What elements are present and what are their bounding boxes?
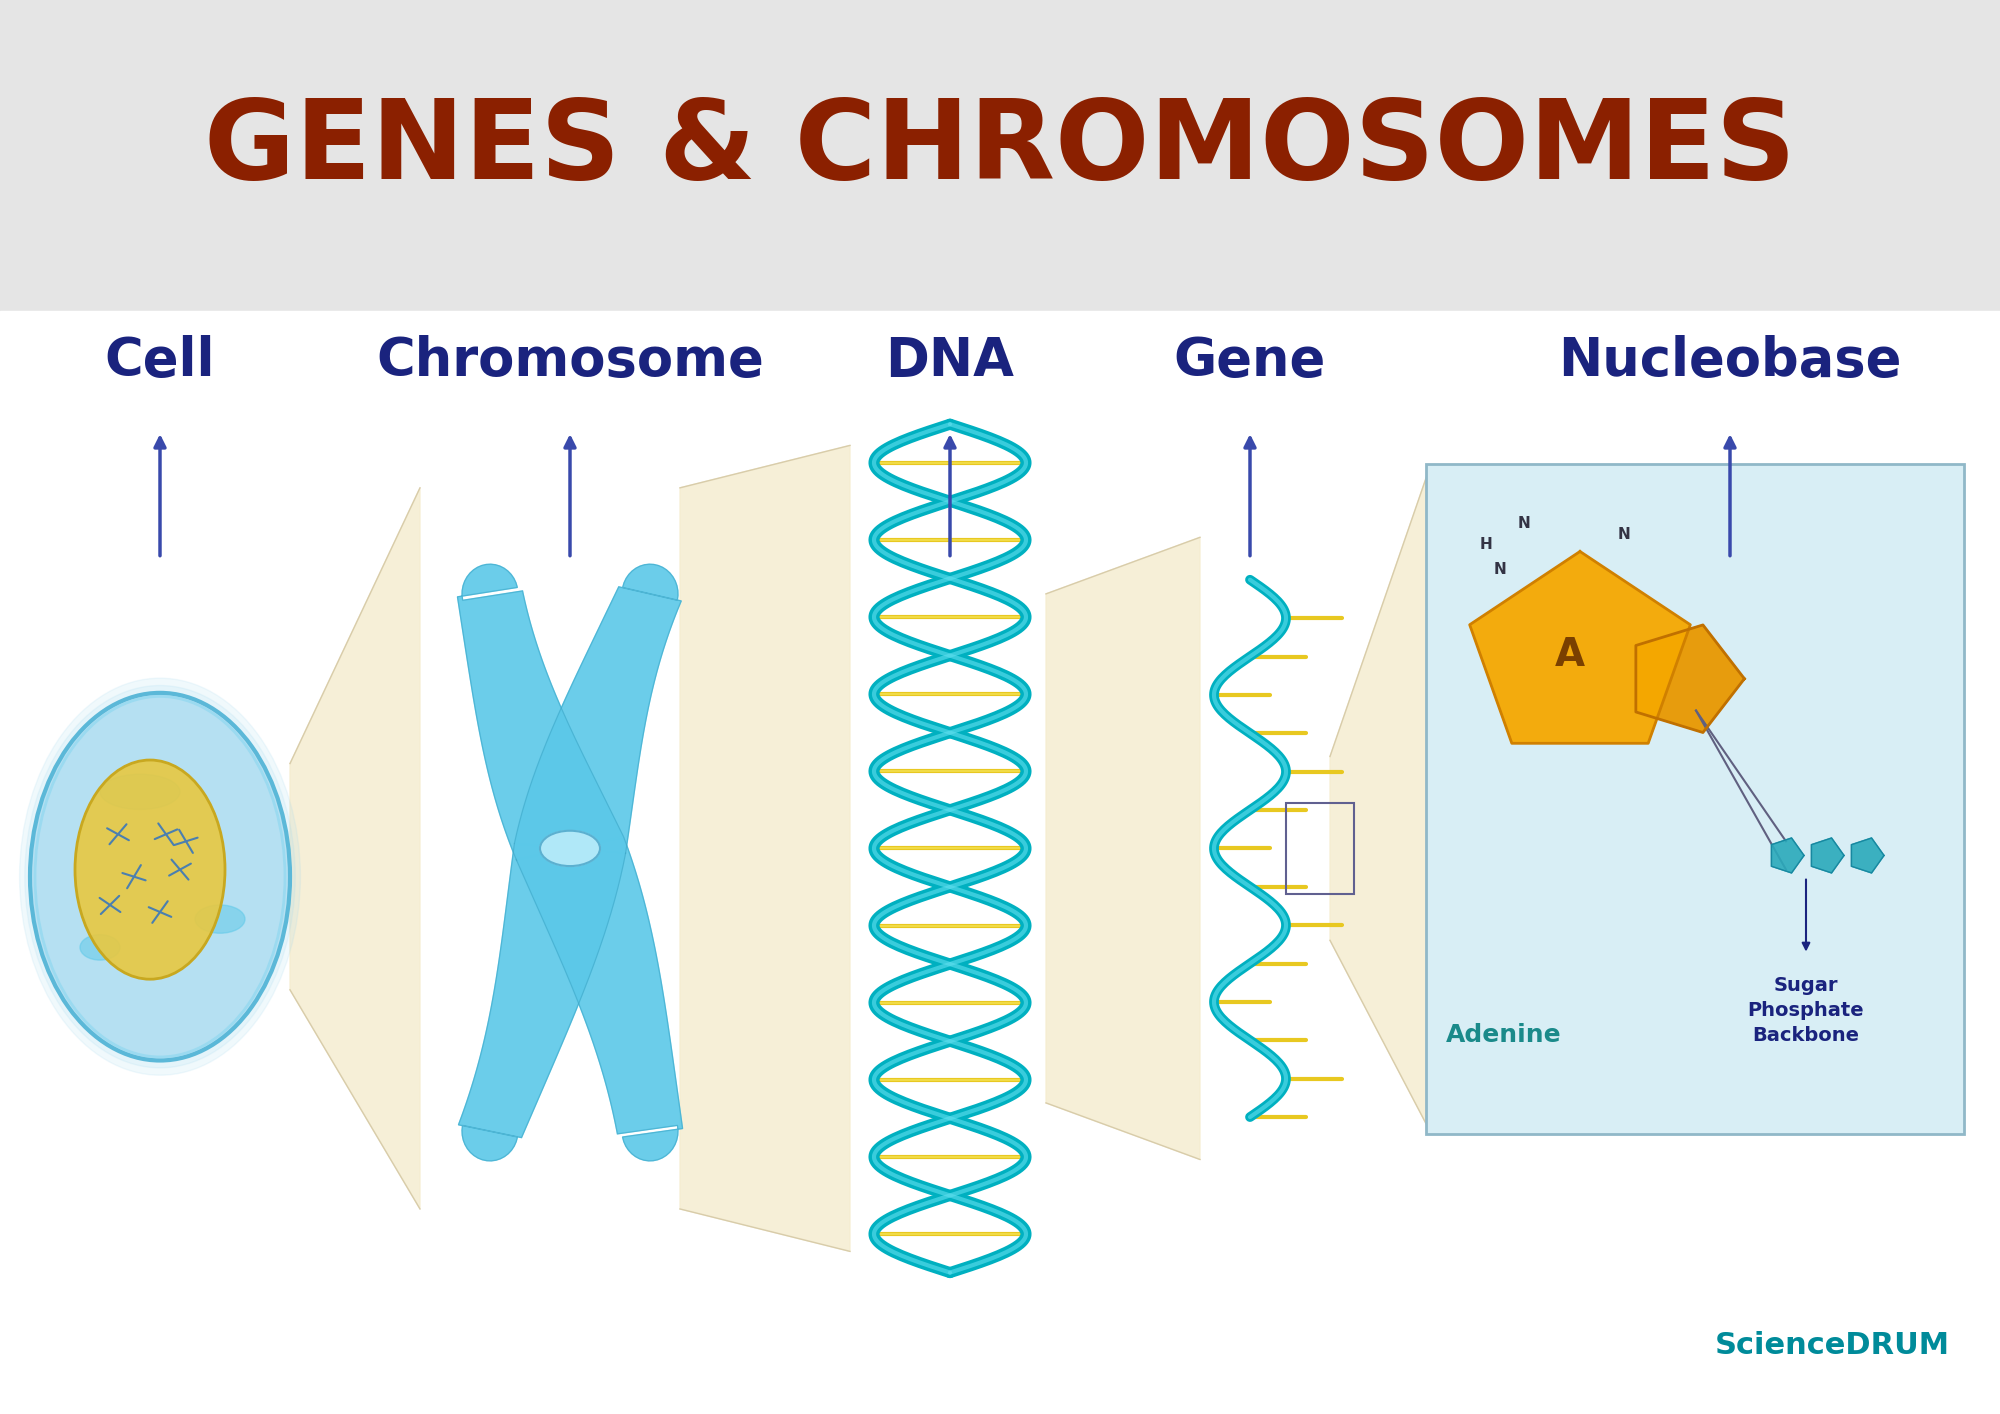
Ellipse shape bbox=[30, 693, 290, 1060]
Polygon shape bbox=[514, 564, 682, 854]
Ellipse shape bbox=[100, 775, 180, 809]
Ellipse shape bbox=[24, 686, 296, 1068]
Polygon shape bbox=[1812, 839, 1844, 872]
Text: Chromosome: Chromosome bbox=[376, 335, 764, 386]
Polygon shape bbox=[290, 488, 420, 1209]
FancyBboxPatch shape bbox=[1426, 464, 1964, 1134]
Polygon shape bbox=[1852, 839, 1884, 872]
Text: A: A bbox=[1554, 636, 1586, 673]
Text: GENES & CHROMOSOMES: GENES & CHROMOSOMES bbox=[204, 95, 1796, 202]
Text: Gene: Gene bbox=[1174, 335, 1326, 386]
Polygon shape bbox=[1772, 839, 1804, 872]
Polygon shape bbox=[680, 445, 850, 1251]
Text: N: N bbox=[1618, 527, 1630, 542]
Text: Nucleobase: Nucleobase bbox=[1558, 335, 1902, 386]
Bar bbox=[0, 311, 2000, 1414]
Ellipse shape bbox=[76, 761, 224, 978]
Bar bbox=[0, 0, 2000, 311]
Polygon shape bbox=[1470, 551, 1690, 744]
Text: Sugar
Phosphate
Backbone: Sugar Phosphate Backbone bbox=[1748, 976, 1864, 1045]
Ellipse shape bbox=[196, 905, 244, 933]
Polygon shape bbox=[1636, 625, 1744, 732]
Ellipse shape bbox=[20, 679, 300, 1075]
Polygon shape bbox=[458, 564, 624, 861]
Text: ScienceDRUM: ScienceDRUM bbox=[1714, 1331, 1950, 1360]
Ellipse shape bbox=[80, 935, 120, 960]
Text: N: N bbox=[1494, 563, 1506, 577]
Text: N: N bbox=[1518, 516, 1530, 530]
Polygon shape bbox=[1330, 467, 1430, 1131]
Polygon shape bbox=[1046, 537, 1200, 1159]
Text: Cell: Cell bbox=[104, 335, 216, 386]
Polygon shape bbox=[516, 837, 682, 1161]
Ellipse shape bbox=[540, 831, 600, 865]
Text: DNA: DNA bbox=[886, 335, 1014, 386]
Text: Adenine: Adenine bbox=[1446, 1024, 1562, 1046]
Text: H: H bbox=[1480, 537, 1492, 551]
Polygon shape bbox=[458, 844, 626, 1161]
